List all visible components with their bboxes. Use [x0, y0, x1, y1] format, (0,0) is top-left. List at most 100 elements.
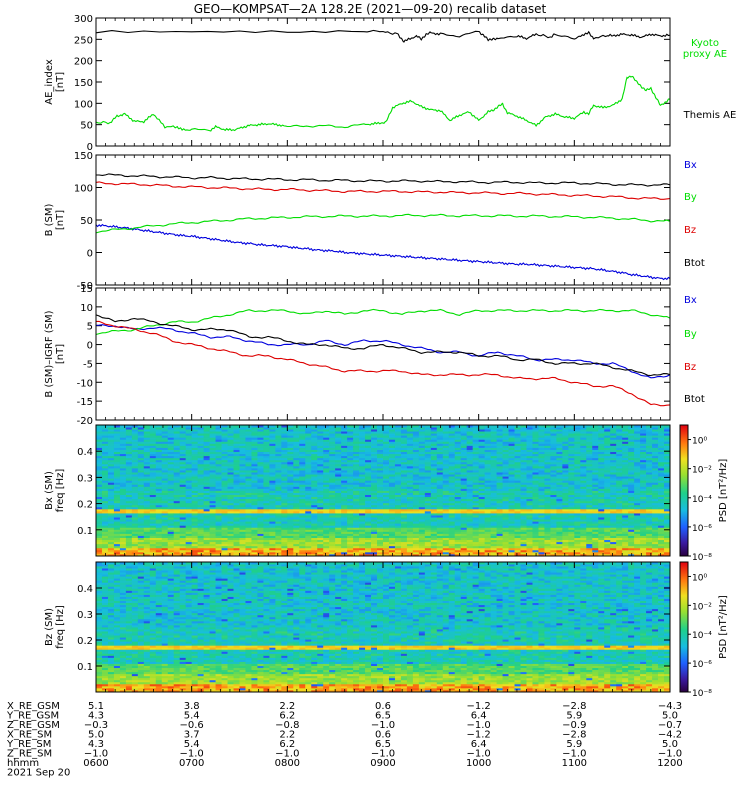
spectrogram-cell: [143, 529, 151, 532]
spectrogram-cell: [149, 447, 157, 450]
spectrogram-cell: [430, 478, 438, 481]
spectrogram-cell: [418, 447, 426, 450]
spectrogram-cell: [203, 549, 211, 553]
spectrogram-cell: [215, 508, 222, 512]
spectrogram-cell: [257, 502, 264, 506]
spectrogram-cell: [263, 492, 270, 495]
spectrogram-cell: [131, 494, 139, 498]
spectrogram-cell: [269, 427, 276, 430]
spectrogram-cell: [107, 523, 115, 526]
spectrogram-cell: [478, 496, 486, 500]
spectrogram-cell: [466, 443, 474, 446]
spectrogram-cell: [215, 488, 222, 491]
spectrogram-cell: [131, 451, 139, 455]
spectrogram-cell: [287, 490, 294, 493]
spectrogram-cell: [233, 496, 240, 500]
spectrogram-cell: [317, 515, 324, 518]
spectrogram-cell: [424, 441, 432, 444]
spectrogram-cell: [365, 513, 372, 516]
spectrogram-cell: [137, 425, 145, 428]
spectrogram-cell: [347, 431, 354, 434]
spectrogram-cell: [323, 502, 330, 506]
spectrogram-cell: [161, 467, 169, 471]
spectrogram-cell: [107, 492, 115, 495]
spectrogram-cell: [365, 431, 372, 434]
spectrogram-cell: [251, 553, 258, 557]
spectrogram-cell: [335, 553, 342, 557]
spectrogram-cell: [454, 465, 462, 469]
spectrogram-cell: [377, 531, 384, 534]
spectrogram-cell: [149, 496, 157, 500]
spectrogram-cell: [149, 480, 157, 483]
spectrogram-cell: [245, 543, 252, 547]
spectrogram-cell: [125, 515, 133, 518]
spectrogram-cell: [287, 531, 294, 534]
spectrogram-cell: [269, 494, 276, 498]
spectrogram-cell: [388, 537, 396, 541]
spectrogram-cell: [113, 515, 121, 518]
spectrogram-cell: [347, 545, 354, 549]
spectrogram-cell: [233, 535, 240, 538]
spectrogram-cell: [263, 508, 270, 512]
spectrogram-cell: [347, 478, 354, 481]
spectrogram-cell: [335, 435, 342, 438]
spectrogram-cell: [293, 455, 300, 459]
spectrogram-cell: [203, 461, 211, 465]
spectrogram-cell: [197, 498, 205, 502]
spectrogram-cell: [359, 480, 366, 483]
spectrogram-cell: [418, 482, 426, 485]
spectrogram-cell: [430, 427, 438, 430]
spectrogram-cell: [359, 551, 366, 555]
spectrogram-cell: [388, 535, 396, 538]
spectrogram-cell: [275, 465, 282, 469]
spectrogram-cell: [161, 427, 169, 430]
spectrogram-cell: [353, 535, 360, 538]
spectrogram-cell: [125, 455, 133, 459]
spectrogram-cell: [448, 429, 456, 432]
spectrogram-cell: [341, 472, 348, 475]
spectrogram-cell: [131, 437, 139, 440]
spectrogram-cell: [185, 508, 193, 512]
spectrogram-cell: [460, 521, 468, 524]
spectrogram-cell: [179, 480, 187, 483]
spectrogram-cell: [191, 472, 199, 475]
spectrogram-cell: [215, 433, 222, 436]
spectrogram-cell: [448, 433, 456, 436]
spectrogram-cell: [287, 480, 294, 483]
spectrogram-cell: [185, 445, 193, 448]
spectrogram-cell: [125, 527, 133, 530]
spectrogram-cell: [353, 519, 360, 522]
spectrogram-cell: [317, 543, 324, 547]
spectrogram-cell: [269, 484, 276, 487]
spectrogram-cell: [383, 527, 390, 530]
spectrogram-cell: [341, 506, 348, 510]
spectrogram-cell: [179, 453, 187, 457]
spectrogram-cell: [131, 531, 139, 534]
spectrogram-cell: [317, 533, 324, 536]
spectrogram-cell: [293, 496, 300, 500]
spectrogram-cell: [347, 547, 354, 551]
spectrogram-cell: [400, 490, 408, 493]
spectrogram-cell: [143, 543, 151, 547]
spectrogram-cell: [448, 519, 456, 522]
spectrogram-cell: [113, 433, 121, 436]
spectrogram-cell: [472, 547, 480, 551]
spectrogram-cell: [149, 427, 157, 430]
spectrogram-cell: [383, 470, 390, 473]
spectrogram-cell: [335, 519, 342, 522]
spectrogram-cell: [347, 453, 354, 457]
spectrogram-cell: [191, 541, 199, 545]
spectrogram-cell: [347, 427, 354, 430]
spectrogram-cell: [412, 447, 420, 450]
spectrogram-cell: [209, 453, 216, 457]
spectrogram-cell: [131, 474, 139, 477]
spectrogram-cell: [119, 547, 127, 551]
spectrogram-cell: [221, 463, 228, 467]
spectrogram-cell: [251, 437, 258, 440]
spectrogram-cell: [436, 431, 444, 434]
spectrogram-cell: [311, 425, 318, 428]
spectrogram-cell: [101, 541, 109, 545]
spectrogram-cell: [101, 478, 109, 481]
spectrogram-cell: [394, 551, 402, 555]
spectrogram-cell: [377, 502, 384, 506]
